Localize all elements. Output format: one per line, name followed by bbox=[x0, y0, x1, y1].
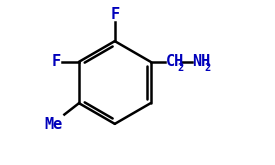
Text: 2: 2 bbox=[177, 63, 184, 73]
Text: F: F bbox=[52, 54, 61, 69]
Text: 2: 2 bbox=[204, 63, 211, 73]
Text: Me: Me bbox=[45, 117, 63, 132]
Text: F: F bbox=[110, 7, 119, 22]
Text: NH: NH bbox=[192, 54, 211, 69]
Text: CH: CH bbox=[166, 54, 184, 69]
